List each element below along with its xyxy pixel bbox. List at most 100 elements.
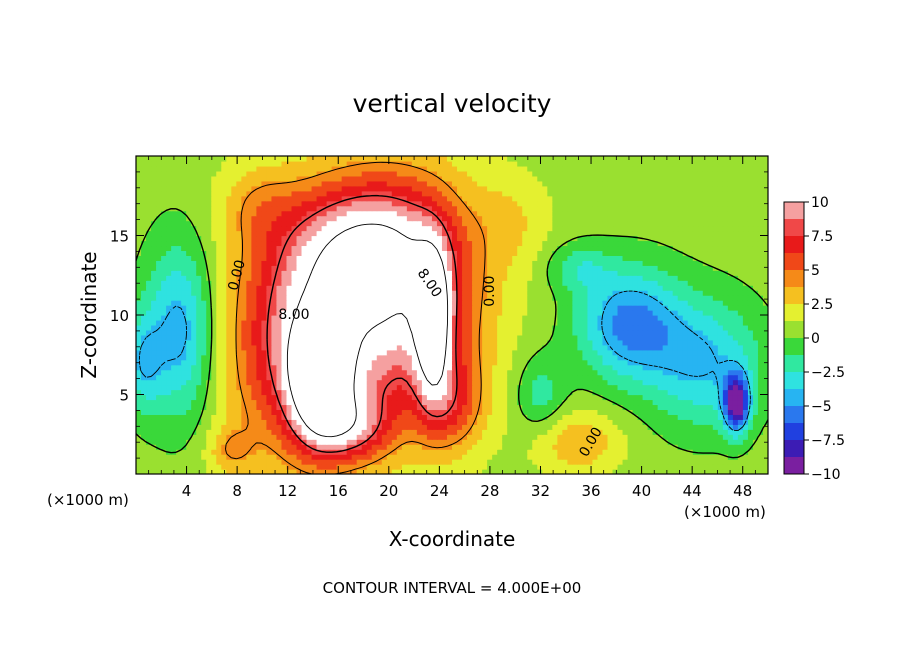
heatmap-cell [236, 305, 242, 311]
heatmap-cell [156, 374, 162, 381]
heatmap-cell [617, 469, 624, 474]
heatmap-cell [401, 354, 408, 361]
heatmap-cell [291, 339, 298, 346]
heatmap-cell [647, 394, 654, 401]
heatmap-cell [381, 295, 388, 301]
heatmap-cell [627, 334, 634, 341]
heatmap-cell [181, 329, 187, 336]
heatmap-cell [296, 379, 303, 386]
heatmap-cell [371, 319, 378, 326]
heatmap-cell [732, 384, 739, 391]
heatmap-cell [286, 434, 293, 440]
heatmap-cell [582, 404, 589, 411]
heatmap-cell [366, 305, 373, 311]
heatmap-cell [406, 329, 413, 336]
heatmap-cell [652, 339, 659, 346]
heatmap-cell [592, 329, 599, 336]
heatmap-cell [537, 404, 543, 411]
heatmap-cell [507, 459, 513, 465]
heatmap-cell [311, 409, 318, 415]
heatmap-cell [712, 389, 719, 396]
heatmap-cell [336, 349, 343, 356]
heatmap-cell [341, 300, 348, 306]
heatmap-cell [477, 280, 483, 286]
heatmap-cell [732, 424, 739, 430]
heatmap-cell [426, 404, 433, 411]
heatmap-cell [497, 364, 503, 371]
heatmap-cell [416, 295, 423, 301]
heatmap-cell [266, 404, 273, 411]
heatmap-cell [251, 295, 257, 301]
heatmap-cell [161, 469, 167, 474]
heatmap-cell [527, 300, 533, 306]
heatmap-cell [552, 280, 558, 286]
heatmap-cell [166, 329, 172, 336]
heatmap-cell [221, 315, 227, 321]
heatmap-cell [482, 404, 488, 411]
heatmap-cell [201, 300, 207, 306]
heatmap-cell [356, 424, 363, 430]
heatmap-cell [552, 324, 558, 331]
heatmap-cell [266, 424, 273, 430]
heatmap-cell [231, 324, 237, 331]
heatmap-cell [652, 419, 659, 425]
heatmap-cell [216, 310, 222, 316]
heatmap-cell [416, 459, 423, 465]
heatmap-cell [692, 315, 699, 321]
heatmap-cell [642, 394, 649, 401]
heatmap-cell [196, 464, 202, 470]
heatmap-cell [537, 329, 543, 336]
heatmap-cell [326, 409, 333, 415]
heatmap-cell [507, 359, 513, 366]
heatmap-cell [557, 459, 563, 465]
heatmap-cell [502, 324, 508, 331]
heatmap-cell [401, 324, 408, 331]
heatmap-cell [682, 399, 689, 406]
heatmap-cell [577, 369, 584, 376]
heatmap-cell [196, 404, 202, 411]
heatmap-cell [547, 349, 553, 356]
heatmap-cell [366, 464, 373, 470]
heatmap-cell [386, 295, 393, 301]
heatmap-cell [487, 364, 493, 371]
heatmap-cell [361, 389, 368, 396]
heatmap-cell [426, 469, 433, 474]
heatmap-cell [186, 339, 192, 346]
heatmap-cell [201, 329, 207, 336]
heatmap-cell [572, 280, 578, 286]
heatmap-cell [577, 364, 584, 371]
heatmap-cell [321, 339, 328, 346]
heatmap-cell [401, 389, 408, 396]
heatmap-cell [632, 324, 639, 331]
heatmap-cell [341, 414, 348, 420]
heatmap-cell [612, 399, 619, 406]
heatmap-cell [276, 429, 283, 435]
heatmap-cell [452, 434, 458, 440]
heatmap-cell [346, 310, 353, 316]
heatmap-cell [161, 344, 167, 351]
heatmap-cell [752, 454, 759, 460]
heatmap-cell [532, 454, 538, 460]
heatmap-cell [271, 359, 278, 366]
heatmap-cell [356, 449, 363, 455]
heatmap-cell [241, 329, 247, 336]
heatmap-cell [587, 369, 594, 376]
heatmap-cell [637, 319, 644, 326]
heatmap-cell [291, 414, 298, 420]
heatmap-cell [381, 285, 388, 291]
heatmap-cell [722, 374, 729, 381]
heatmap-cell [587, 374, 594, 381]
heatmap-cell [547, 469, 553, 474]
heatmap-cell [156, 424, 162, 430]
heatmap-cell [747, 414, 754, 420]
heatmap-cell [507, 349, 513, 356]
heatmap-cell [697, 454, 704, 460]
heatmap-cell [577, 374, 584, 381]
heatmap-cell [517, 339, 523, 346]
heatmap-cell [462, 364, 468, 371]
heatmap-cell [742, 334, 749, 341]
heatmap-cell [296, 409, 303, 415]
heatmap-cell [146, 300, 152, 306]
heatmap-cell [281, 414, 288, 420]
heatmap-cell [281, 324, 288, 331]
